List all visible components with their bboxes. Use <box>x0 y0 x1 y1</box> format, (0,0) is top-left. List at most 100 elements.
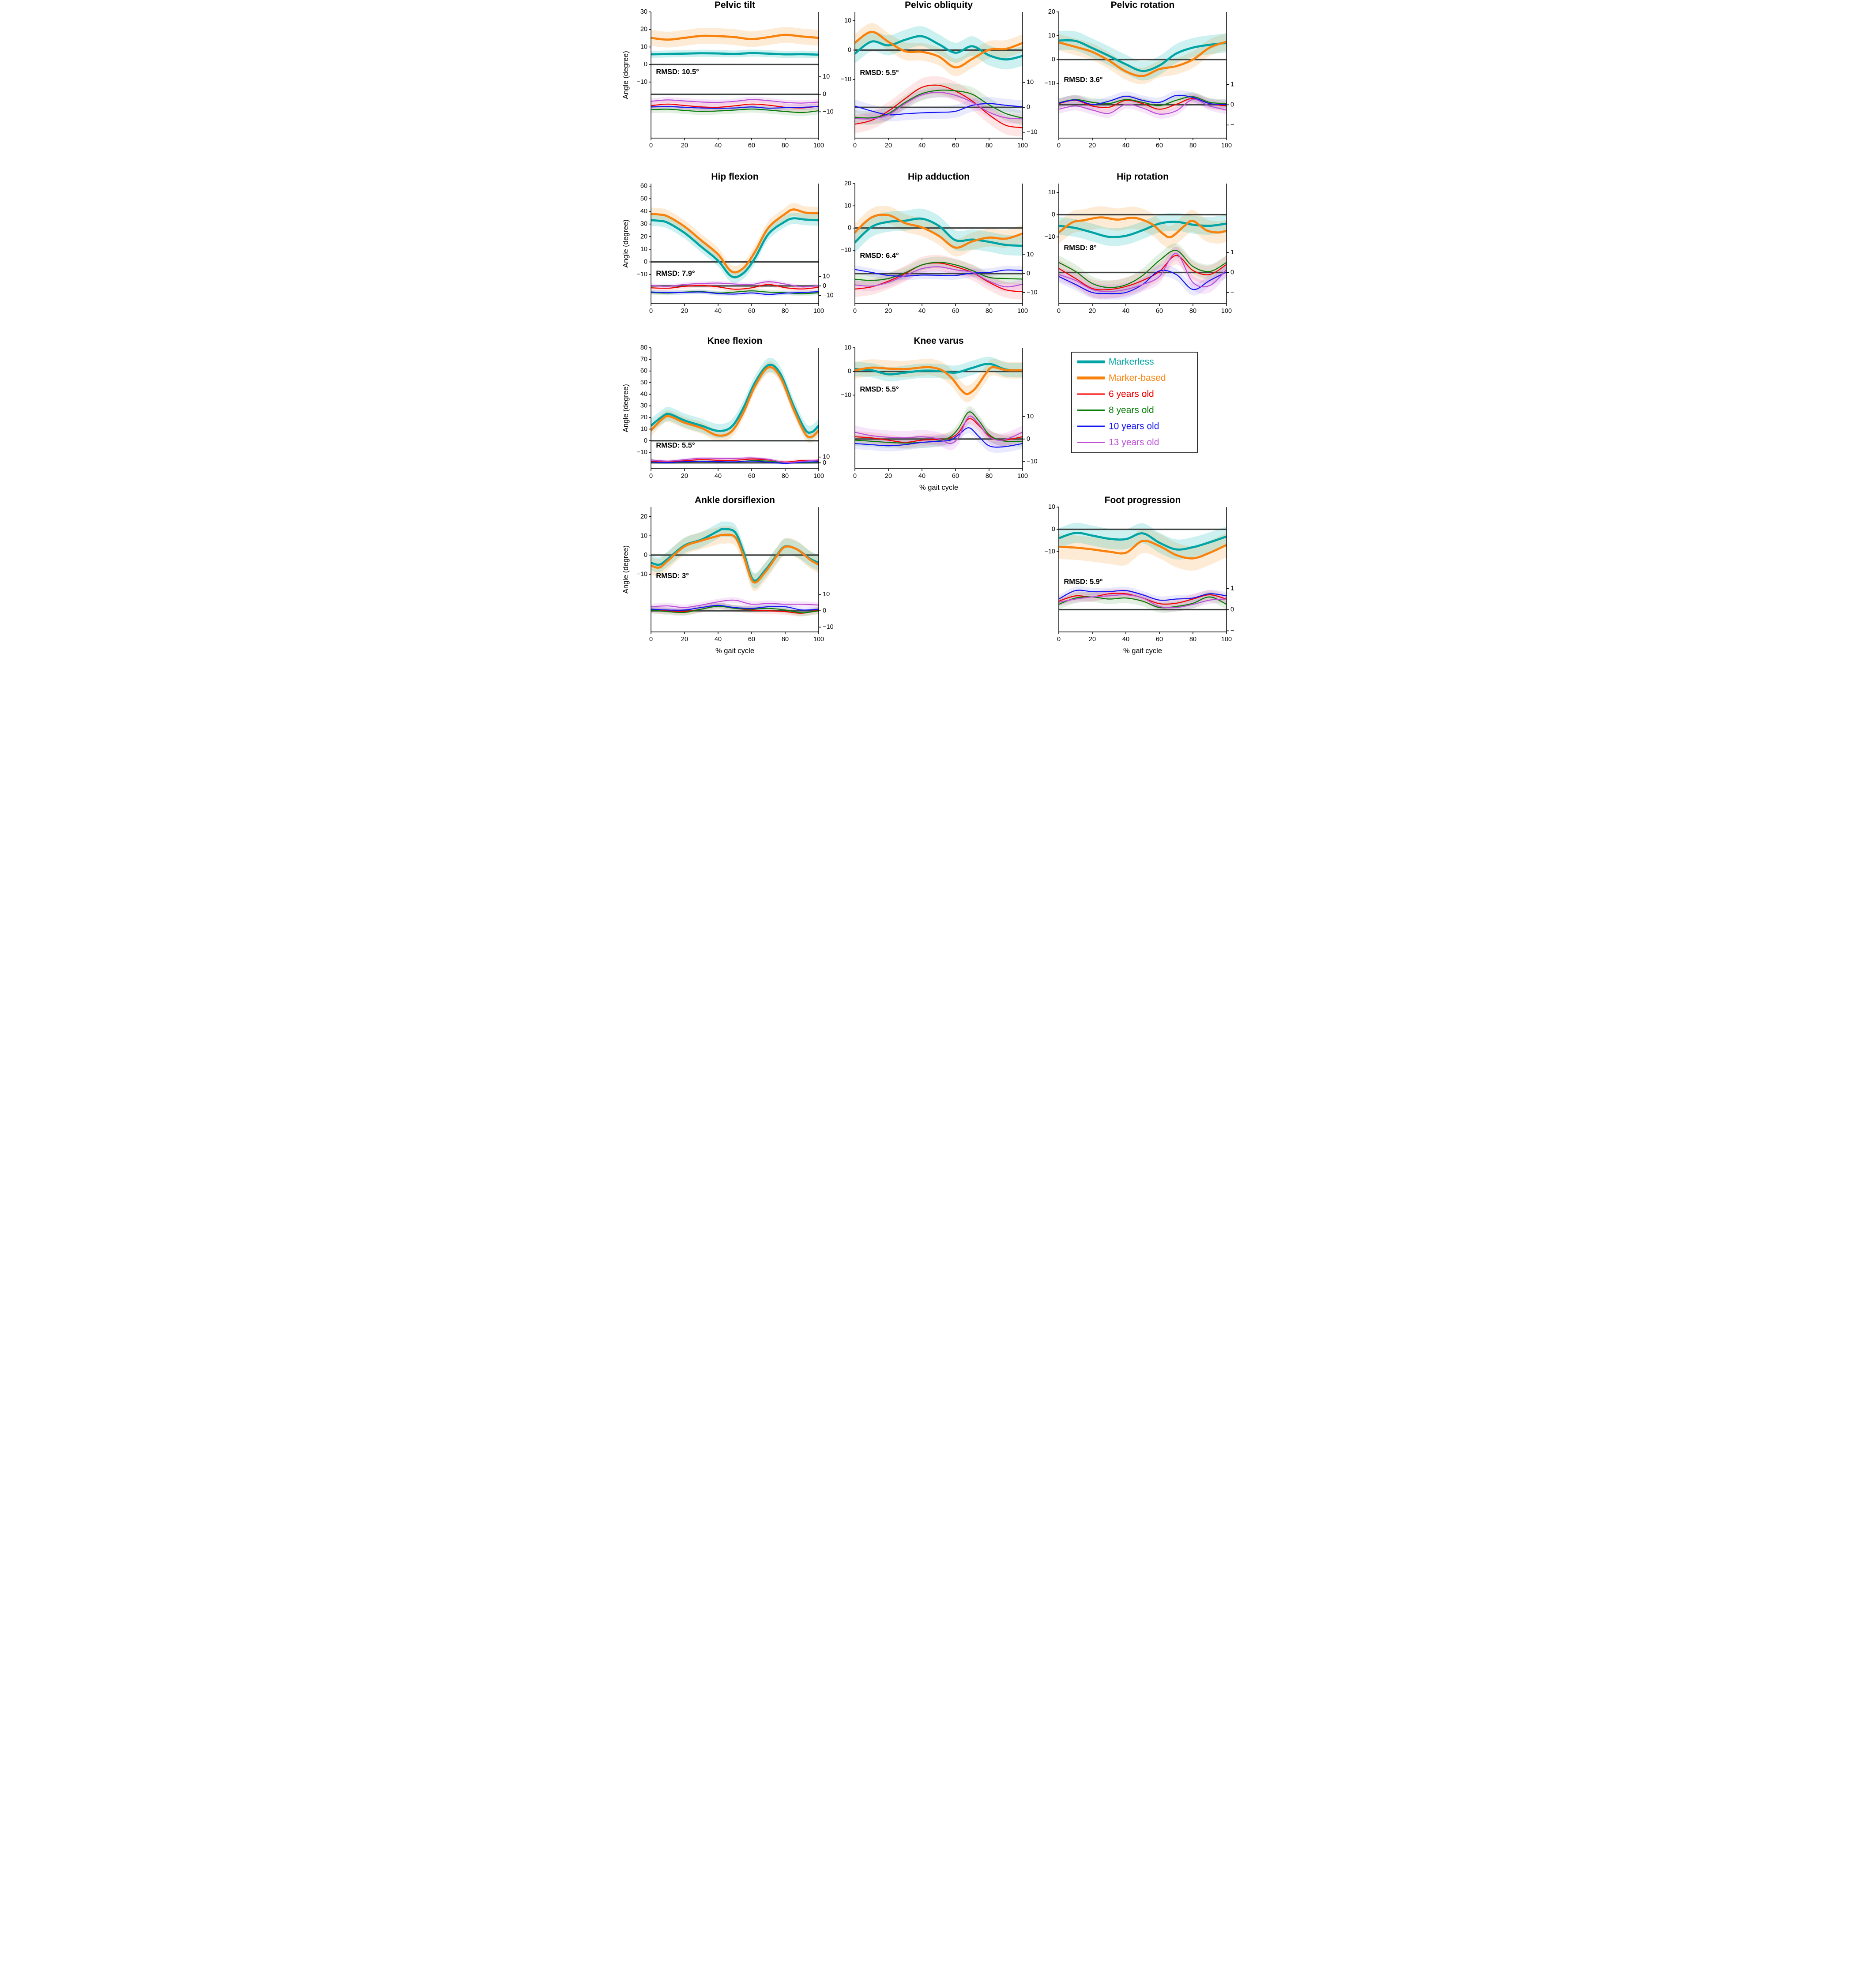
plot-title: Pelvic rotation <box>1111 0 1175 10</box>
age13-curve <box>855 92 1023 120</box>
markerless-curve <box>855 35 1023 61</box>
x-tick-label: 0 <box>649 473 653 480</box>
age10-curve <box>1059 94 1226 105</box>
left-tick-label: 0 <box>1052 526 1055 533</box>
age6-band <box>651 282 819 292</box>
x-tick-label: 0 <box>853 308 857 315</box>
rmsd-label: RMSD: 7.9° <box>656 270 695 278</box>
x-tick-label: 40 <box>1122 636 1129 643</box>
age6-curve <box>651 458 819 463</box>
age13-band <box>651 597 819 611</box>
age8-band <box>1059 243 1226 295</box>
age13-curve <box>651 281 819 288</box>
age8-curve <box>651 108 819 113</box>
left-tick-label: −10 <box>636 571 647 578</box>
x-tick-label: 100 <box>1017 308 1028 315</box>
right-tick-label: 0 <box>823 91 826 98</box>
left-tick-label: 20 <box>844 180 851 187</box>
legend-item-age13: 13 years old <box>1077 437 1159 447</box>
rmsd-label: RMSD: 5.5° <box>860 385 899 393</box>
right-tick-label: 0 <box>1027 104 1030 111</box>
x-tick-label: 20 <box>885 308 892 315</box>
left-tick-label: 10 <box>1048 504 1055 511</box>
marker_based-band <box>1059 528 1226 571</box>
plot-area-pelvic-obliquity <box>855 23 1023 137</box>
left-tick-label: 10 <box>1048 32 1055 39</box>
left-tick-label: −10 <box>840 391 851 398</box>
x-tick-label: 20 <box>681 142 688 149</box>
marker_based-curve <box>1059 216 1226 239</box>
age10-curve <box>651 605 819 611</box>
markerless-curve <box>651 364 819 434</box>
x-tick-label: 20 <box>885 142 892 149</box>
age8-band <box>1059 591 1226 613</box>
plot-area-hip-adduction <box>855 206 1023 300</box>
left-tick-label: 10 <box>640 532 647 539</box>
x-tick-label: 60 <box>952 308 959 315</box>
legend-item-marker_based: Marker-based <box>1077 373 1166 383</box>
right-tick-label: −10 <box>823 292 834 299</box>
right-tick-label: 0 <box>1027 270 1030 277</box>
x-tick-label: 40 <box>918 473 926 480</box>
age8-curve <box>855 411 1023 444</box>
x-tick-label: 60 <box>1156 636 1163 643</box>
left-tick-label: −10 <box>1044 548 1055 555</box>
x-tick-label: 100 <box>1221 308 1232 315</box>
legend-item-label: Marker-based <box>1109 373 1166 383</box>
left-tick-label: 10 <box>640 425 647 432</box>
markerless-curve <box>1059 532 1226 551</box>
legend-item-label: Markerless <box>1109 357 1154 367</box>
x-tick-label: 40 <box>1122 142 1129 149</box>
left-tick-label: 10 <box>844 202 851 209</box>
x-tick-label: 0 <box>1057 142 1061 149</box>
left-tick-label: 10 <box>844 17 851 24</box>
x-tick-label: 100 <box>813 473 824 480</box>
x-tick-label: 40 <box>715 636 722 643</box>
x-tick-label: 0 <box>853 473 857 480</box>
left-tick-label: 30 <box>640 8 647 15</box>
age6-band <box>651 602 819 617</box>
right-tick-label: 0 <box>1027 436 1030 443</box>
x-tick-label: 40 <box>715 142 722 149</box>
age13-curve <box>651 457 819 463</box>
left-tick-label: 60 <box>640 368 647 375</box>
age13-curve <box>855 266 1023 288</box>
rmsd-label: RMSD: 6.4° <box>860 252 899 260</box>
x-tick-label: 100 <box>813 636 824 643</box>
marker_based-curve <box>1059 41 1226 77</box>
x-tick-label: 100 <box>1017 142 1028 149</box>
left-tick-label: 10 <box>844 344 851 351</box>
rmsd-label: RMSD: 5.5° <box>656 442 695 450</box>
right-tick-label: 0 <box>823 607 826 614</box>
x-tick-label: 0 <box>1057 308 1061 315</box>
right-tick-label: 0 <box>1230 101 1234 108</box>
right-tick-label: 0 <box>823 282 826 289</box>
age10-band <box>855 97 1023 122</box>
age6-band <box>1059 588 1226 609</box>
right-tick-label: 10 <box>1027 251 1034 258</box>
right-tick-label: −10 <box>1027 289 1038 296</box>
right-tick-label: 10 <box>1027 413 1034 420</box>
age8-curve <box>1059 96 1226 106</box>
legend-item-age10: 10 years old <box>1077 421 1159 432</box>
y-axis-label: Angle (degree) <box>622 51 630 99</box>
left-tick-label: 0 <box>848 225 851 232</box>
x-tick-label: 60 <box>952 142 959 149</box>
x-tick-label: 80 <box>986 308 993 315</box>
plot-area-pelvic-tilt <box>651 27 819 116</box>
age13-curve <box>1059 594 1226 609</box>
x-tick-label: 100 <box>813 142 824 149</box>
x-tick-label: 0 <box>1057 636 1061 643</box>
age8-band <box>1059 92 1226 110</box>
x-tick-label: 80 <box>1189 142 1196 149</box>
markerless-curve <box>1059 39 1226 72</box>
x-tick-label: 100 <box>1017 473 1028 480</box>
left-tick-label: −10 <box>840 76 851 83</box>
age8-curve <box>1059 250 1226 288</box>
x-tick-label: 40 <box>715 308 722 315</box>
